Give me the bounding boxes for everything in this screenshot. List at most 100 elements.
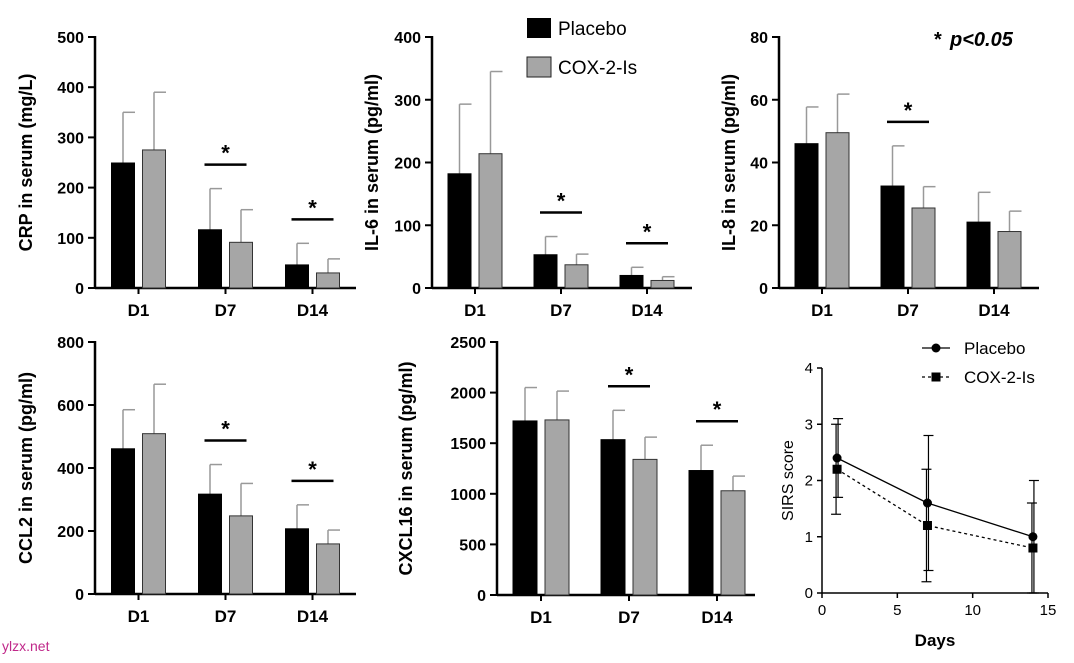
ccl2-bar-cox xyxy=(229,515,253,595)
ccl2-ytick-label: 0 xyxy=(75,587,84,604)
il6-y-label: IL-6 in serum (pg/ml) xyxy=(362,74,382,251)
crp-xtick-label: D7 xyxy=(215,301,237,320)
crp-ytick-label: 400 xyxy=(57,80,84,97)
cxcl16-ytick-label: 2500 xyxy=(450,335,486,352)
ccl2-sig-star: * xyxy=(221,417,230,442)
sirs-legend-marker-cox xyxy=(931,372,941,382)
il8-bar-placebo xyxy=(966,221,991,289)
il6-sig-star: * xyxy=(557,189,566,214)
il6-ytick-label: 300 xyxy=(394,93,421,110)
watermark: ylzx.net xyxy=(2,638,50,654)
ccl2-bar-placebo xyxy=(285,528,309,595)
ccl2-y-label: CCL2 in serum (pg/ml) xyxy=(16,372,36,564)
sirs-point-placebo xyxy=(832,453,842,463)
bar-legend: Placebo COX-2-Is xyxy=(526,18,637,79)
significance-note: * p<0.05 xyxy=(934,29,1014,51)
il6-bar-placebo xyxy=(619,274,644,289)
cxcl16-ytick-label: 500 xyxy=(459,537,486,554)
il8-chart: 0 20 40 60 80 IL-8 in serum (pg/ml) D1 D7 * D14 xyxy=(719,30,1039,320)
il6-ytick-label: 100 xyxy=(394,218,421,235)
significance-note-star: * xyxy=(934,29,942,51)
il8-bar-placebo xyxy=(880,185,905,289)
crp-ytick-label: 500 xyxy=(57,30,84,47)
sirs-point-cox xyxy=(922,521,932,530)
il6-ytick-label: 200 xyxy=(394,156,421,173)
sirs-point-cox xyxy=(1028,543,1038,553)
cxcl16-xtick-label: D14 xyxy=(701,608,733,627)
cxcl16-bar-placebo xyxy=(512,420,538,596)
sirs-point-cox xyxy=(832,464,842,474)
crp-sig-star: * xyxy=(308,195,317,220)
significance-note-text: p<0.05 xyxy=(949,29,1014,51)
legend-swatch-cox xyxy=(526,56,552,78)
il6-bar-placebo xyxy=(447,173,472,289)
cxcl16-ytick-label: 1000 xyxy=(450,487,486,504)
sirs-legend-label-cox: COX-2-Is xyxy=(964,368,1035,387)
crp-y-label: CRP in serum (mg/L) xyxy=(16,74,36,252)
crp-ytick-label: 100 xyxy=(57,231,84,248)
cxcl16-y-label: CXCL16 in serum (pg/ml) xyxy=(396,361,416,575)
cxcl16-ytick-label: 2000 xyxy=(450,386,486,403)
legend-label-placebo: Placebo xyxy=(558,19,627,40)
il6-bar-cox xyxy=(650,279,675,289)
il8-xtick-label: D7 xyxy=(897,301,919,320)
il8-ytick-label: 20 xyxy=(750,218,768,235)
il6-xtick-label: D7 xyxy=(550,301,572,320)
il6-bar-placebo xyxy=(533,254,558,289)
ccl2-ytick-label: 400 xyxy=(57,461,84,478)
sirs-legend-label-placebo: Placebo xyxy=(964,339,1025,358)
legend-label-cox: COX-2-Is xyxy=(558,58,637,79)
sirs-ytick-label: 1 xyxy=(805,529,813,546)
cxcl16-ytick-label: 0 xyxy=(477,588,486,605)
il8-ytick-label: 0 xyxy=(759,281,768,298)
sirs-xtick-label: 5 xyxy=(893,602,901,619)
ccl2-chart: 0 200 400 600 800 CCL2 in serum (pg/ml) D1 D7 * D… xyxy=(16,335,356,626)
sirs-line-placebo xyxy=(836,457,1034,538)
ccl2-ytick-label: 200 xyxy=(57,524,84,541)
sirs-x-label: Days xyxy=(915,631,956,650)
crp-xtick-label: D14 xyxy=(297,301,329,320)
ccl2-ytick-label: 800 xyxy=(57,335,84,352)
ccl2-xtick-label: D7 xyxy=(215,607,237,626)
sirs-legend: Placebo COX-2-Is xyxy=(922,339,1035,387)
il8-bar-cox xyxy=(997,231,1022,289)
il6-ytick-label: 0 xyxy=(412,281,421,298)
ccl2-xtick-label: D14 xyxy=(297,607,329,626)
il6-bar-cox xyxy=(564,264,589,289)
sirs-xtick-label: 0 xyxy=(818,602,826,619)
il6-sig-star: * xyxy=(643,219,652,244)
il6-xtick-label: D14 xyxy=(631,301,663,320)
sirs-point-placebo xyxy=(922,498,932,508)
cxcl16-xtick-label: D1 xyxy=(530,608,552,627)
cxcl16-xtick-label: D7 xyxy=(618,608,640,627)
ccl2-bar-cox xyxy=(316,543,340,595)
cxcl16-bar-cox xyxy=(544,419,570,596)
sirs-ytick-label: 0 xyxy=(805,585,813,602)
il8-xtick-label: D1 xyxy=(811,301,833,320)
sirs-xtick-label: 10 xyxy=(964,602,981,619)
il8-y-label: IL-8 in serum (pg/ml) xyxy=(719,74,739,251)
il6-xtick-label: D1 xyxy=(464,301,486,320)
ccl2-bar-placebo xyxy=(198,493,222,595)
crp-chart: 0 100 200 300 400 500 CRP in serum (mg/L) D1 D7 *… xyxy=(16,30,356,320)
il8-xtick-label: D14 xyxy=(978,301,1010,320)
crp-sig-star: * xyxy=(221,141,230,166)
cxcl16-bar-cox xyxy=(720,490,746,596)
il8-ytick-label: 80 xyxy=(750,30,768,47)
sirs-ytick-label: 3 xyxy=(805,416,813,433)
sirs-line-cox xyxy=(836,468,1034,549)
sirs-ytick-label: 4 xyxy=(805,360,813,377)
il8-sig-star: * xyxy=(904,98,913,123)
cxcl16-bar-placebo xyxy=(688,470,714,596)
il6-ytick-label: 400 xyxy=(394,30,421,47)
crp-bar-cox xyxy=(229,241,253,289)
il6-chart: 0 100 200 300 400 IL-6 in serum (pg/ml) D1 D7 * D… xyxy=(362,30,692,320)
cxcl16-chart: 0 500 1000 1500 2000 2500 CXCL16 in serum (pg/… xyxy=(396,335,755,627)
il8-bar-cox xyxy=(825,132,850,289)
crp-ytick-label: 300 xyxy=(57,130,84,147)
ccl2-bar-cox xyxy=(142,433,166,595)
cxcl16-ytick-label: 1500 xyxy=(450,436,486,453)
il8-ytick-label: 40 xyxy=(750,156,768,173)
